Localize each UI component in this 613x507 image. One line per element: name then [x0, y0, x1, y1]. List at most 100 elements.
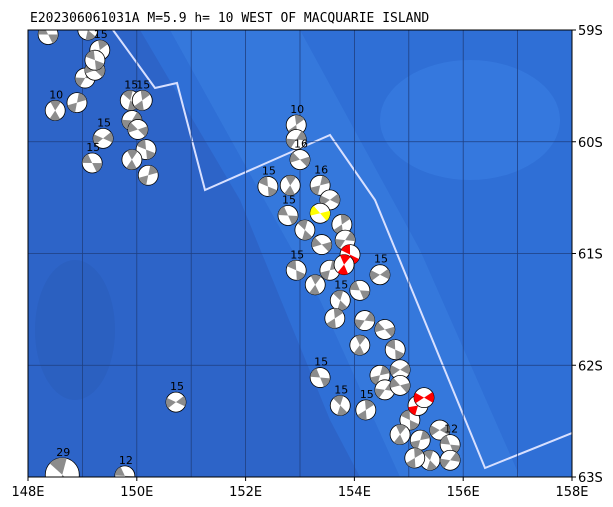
beachball-quadrant [424, 392, 435, 403]
beachball-quadrant [439, 424, 450, 435]
focal-mechanism: 15 [257, 164, 279, 197]
beachball-quadrant [395, 349, 405, 360]
beachball-quadrant [138, 175, 149, 186]
x-tick-label: 148E [11, 485, 44, 500]
focal-mechanism: 15 [369, 253, 391, 286]
depth-label: 15 [124, 78, 138, 91]
focal-mechanism [294, 219, 316, 241]
focal-mechanism [311, 234, 333, 255]
beachball-quadrant [140, 90, 151, 101]
beachball-quadrant [49, 110, 61, 121]
beachball-quadrant [146, 149, 156, 160]
beachball-quadrant [134, 100, 144, 111]
focal-mechanism: 15 [329, 383, 351, 416]
focal-mechanism [324, 307, 346, 329]
depth-label: 10 [290, 103, 304, 116]
focal-mechanism: 15 [92, 116, 114, 149]
focal-mechanism [374, 319, 396, 340]
beachball-quadrant [309, 284, 320, 295]
focal-mechanism [309, 202, 331, 224]
beachball-quadrant [450, 452, 461, 462]
focal-mechanism [349, 334, 371, 356]
focal-mechanism: 29 [44, 446, 80, 477]
beachball-quadrant [296, 131, 307, 141]
beachball-quadrant [349, 281, 360, 291]
beachball-quadrant [386, 339, 396, 350]
x-tick-label: 152E [229, 485, 262, 500]
focal-mechanism: 12 [439, 423, 461, 455]
depth-label: 15 [334, 278, 348, 291]
beachball-quadrant [335, 239, 346, 249]
focal-mechanism [127, 119, 149, 140]
beachball-quadrant [311, 237, 322, 248]
beachball-quadrant [333, 395, 344, 406]
focal-mechanism: 16 [309, 163, 331, 196]
beachball-quadrant [131, 111, 142, 122]
depth-label: 15 [136, 78, 150, 91]
beachball-quadrant [426, 460, 437, 471]
beachball-quadrant [92, 162, 103, 172]
beachball-quadrant [297, 220, 308, 231]
beachball-quadrant [341, 244, 351, 255]
depth-label: 16 [294, 138, 308, 151]
focal-mechanism [439, 449, 461, 471]
beachball-quadrant [406, 458, 416, 469]
ocean: 1515101515151515122910161516151515151515… [28, 28, 572, 477]
beachball-quadrant [76, 92, 87, 103]
focal-mechanism: 16 [289, 138, 311, 171]
beachball-quadrant [284, 185, 295, 196]
focal-mechanism [349, 279, 371, 301]
beachball-quadrant [165, 397, 176, 409]
beachball-quadrant [103, 132, 114, 143]
y-tick-label: 63S [578, 471, 603, 486]
beachball-quadrant [337, 264, 349, 275]
beachball-quadrant [320, 377, 331, 387]
focal-mechanism [66, 92, 88, 114]
depth-label: 15 [262, 164, 276, 177]
focal-mechanism [429, 419, 451, 441]
map-title: E202306061031A M=5.9 h= 10 WEST OF MACQU… [30, 11, 429, 26]
beachball-quadrant [393, 434, 405, 445]
depth-label: 15 [86, 141, 100, 154]
beachball-quadrant [300, 156, 310, 167]
depth-label: 15 [94, 28, 108, 41]
focal-mechanism [419, 449, 441, 471]
beachball-quadrant [329, 193, 340, 205]
focal-mechanism [304, 274, 326, 296]
beachball-quadrant [353, 345, 365, 356]
focal-mechanism: 15 [277, 194, 299, 226]
beachball-quadrant [384, 326, 395, 337]
beachball-quadrant [127, 149, 138, 160]
beachball-quadrant [286, 138, 297, 148]
beachball-quadrant [94, 60, 105, 71]
focal-mechanism: 15 [309, 356, 331, 388]
beachball-quadrant [267, 186, 278, 197]
beachball-quadrant [440, 435, 451, 445]
beachball-quadrant [429, 425, 440, 436]
focal-mechanism: 15 [131, 78, 153, 111]
beachball-quadrant [354, 319, 365, 329]
depth-label: 16 [314, 163, 328, 176]
beachball-quadrant [137, 126, 148, 137]
depth-label: 12 [119, 454, 133, 467]
depth-label: 15 [334, 383, 348, 396]
beachball-quadrant [302, 230, 313, 241]
beachball-quadrant [337, 405, 348, 416]
beachball-quadrant [114, 466, 125, 476]
focal-mechanism [84, 49, 106, 71]
beachball-quadrant [320, 270, 330, 280]
depth-label: 15 [360, 388, 374, 401]
plate-boundary [112, 30, 572, 470]
depth-label: 10 [49, 88, 63, 101]
beachball-quadrant [288, 215, 299, 225]
beachball-quadrant [310, 205, 321, 216]
beachball-quadrant [98, 40, 108, 51]
beachball-quadrant [364, 312, 375, 322]
depth-label: 15 [314, 356, 328, 369]
beachball-quadrant [379, 365, 390, 376]
focal-mechanism [137, 164, 159, 186]
beachball-quadrant [121, 119, 132, 130]
beachball-quadrant [355, 335, 366, 346]
beachball-quadrant [374, 322, 385, 333]
